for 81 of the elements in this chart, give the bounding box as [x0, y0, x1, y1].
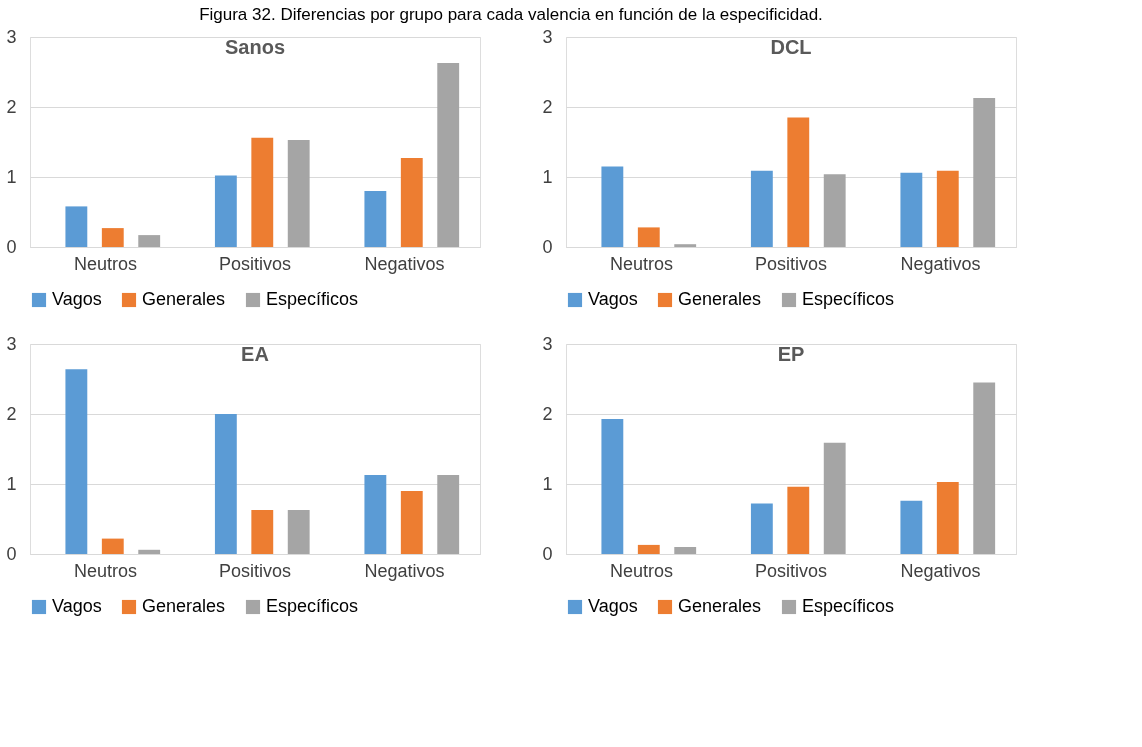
x-tick-label: Neutros: [73, 560, 138, 581]
legend-label: Específicos: [802, 596, 895, 616]
x-tick-label: Neutros: [73, 253, 138, 274]
y-tick-label: 1: [6, 166, 17, 187]
bar: [251, 137, 274, 247]
y-tick-label: 2: [6, 96, 17, 117]
x-tick-label: Negativos: [364, 253, 445, 274]
legend-label: Vagos: [588, 289, 638, 309]
bar: [601, 418, 624, 554]
y-tick-label: 2: [542, 403, 553, 424]
bar: [787, 486, 810, 554]
legend-label: Generales: [678, 596, 762, 616]
legend-label: Vagos: [588, 596, 638, 616]
x-tick-label: Positivos: [754, 253, 828, 274]
x-tick-label: Negativos: [900, 560, 981, 581]
bar: [287, 509, 310, 554]
bar: [936, 170, 959, 247]
y-tick-label: 3: [6, 333, 17, 354]
bar: [823, 174, 846, 247]
bar: [437, 62, 460, 247]
bar: [65, 206, 88, 247]
y-tick-label: 1: [6, 473, 17, 494]
bar: [364, 474, 387, 554]
bar: [973, 97, 996, 247]
bar: [900, 500, 923, 554]
bar: [823, 442, 846, 554]
x-tick-label: Positivos: [754, 560, 828, 581]
x-tick-label: Neutros: [609, 253, 674, 274]
x-tick-label: Neutros: [609, 560, 674, 581]
x-tick-label: Positivos: [218, 253, 292, 274]
bar: [65, 369, 88, 554]
legend-label: Vagos: [52, 289, 102, 309]
y-tick-label: 0: [6, 543, 17, 564]
bar: [138, 235, 161, 247]
chart-title: Sanos: [224, 36, 286, 58]
y-tick-label: 1: [542, 166, 553, 187]
bar: [973, 382, 996, 554]
chart-title: DCL: [770, 36, 812, 58]
legend-label: Generales: [142, 596, 226, 616]
x-tick-label: Negativos: [900, 253, 981, 274]
bar: [637, 227, 660, 247]
legend-label: Específicos: [266, 596, 359, 616]
text: Figura 32. Diferencias por grupo para cada valencia en función de la especificidad.: [199, 4, 823, 24]
bar: [400, 158, 423, 247]
x-tick-label: Negativos: [364, 560, 445, 581]
chart-title: EA: [241, 343, 269, 365]
x-tick-label: Positivos: [218, 560, 292, 581]
bar: [101, 228, 124, 247]
y-tick-label: 3: [542, 333, 553, 354]
bar: [437, 474, 460, 554]
bar: [787, 117, 810, 247]
legend-label: Específicos: [266, 289, 359, 309]
bar: [900, 172, 923, 247]
y-tick-label: 2: [6, 403, 17, 424]
bar: [674, 244, 697, 247]
bar: [101, 538, 124, 554]
legend-label: Generales: [678, 289, 762, 309]
y-tick-label: 3: [6, 26, 17, 47]
bar: [936, 481, 959, 554]
bar: [674, 547, 697, 554]
bar: [138, 549, 161, 554]
legend-label: Específicos: [802, 289, 895, 309]
y-tick-label: 0: [6, 236, 17, 257]
y-tick-label: 1: [542, 473, 553, 494]
bar: [364, 191, 387, 247]
y-tick-label: 0: [542, 236, 553, 257]
bar: [400, 491, 423, 554]
bar: [750, 503, 773, 554]
bar: [251, 509, 274, 554]
bar: [214, 175, 237, 247]
y-tick-label: 0: [542, 543, 553, 564]
legend-label: Generales: [142, 289, 226, 309]
y-tick-label: 3: [542, 26, 553, 47]
legend-label: Vagos: [52, 596, 102, 616]
bar: [601, 166, 624, 247]
bar: [214, 414, 237, 554]
bar: [637, 544, 660, 554]
bar: [287, 139, 310, 247]
chart-title: EP: [777, 343, 805, 365]
y-tick-label: 2: [542, 96, 553, 117]
bar: [750, 170, 773, 247]
